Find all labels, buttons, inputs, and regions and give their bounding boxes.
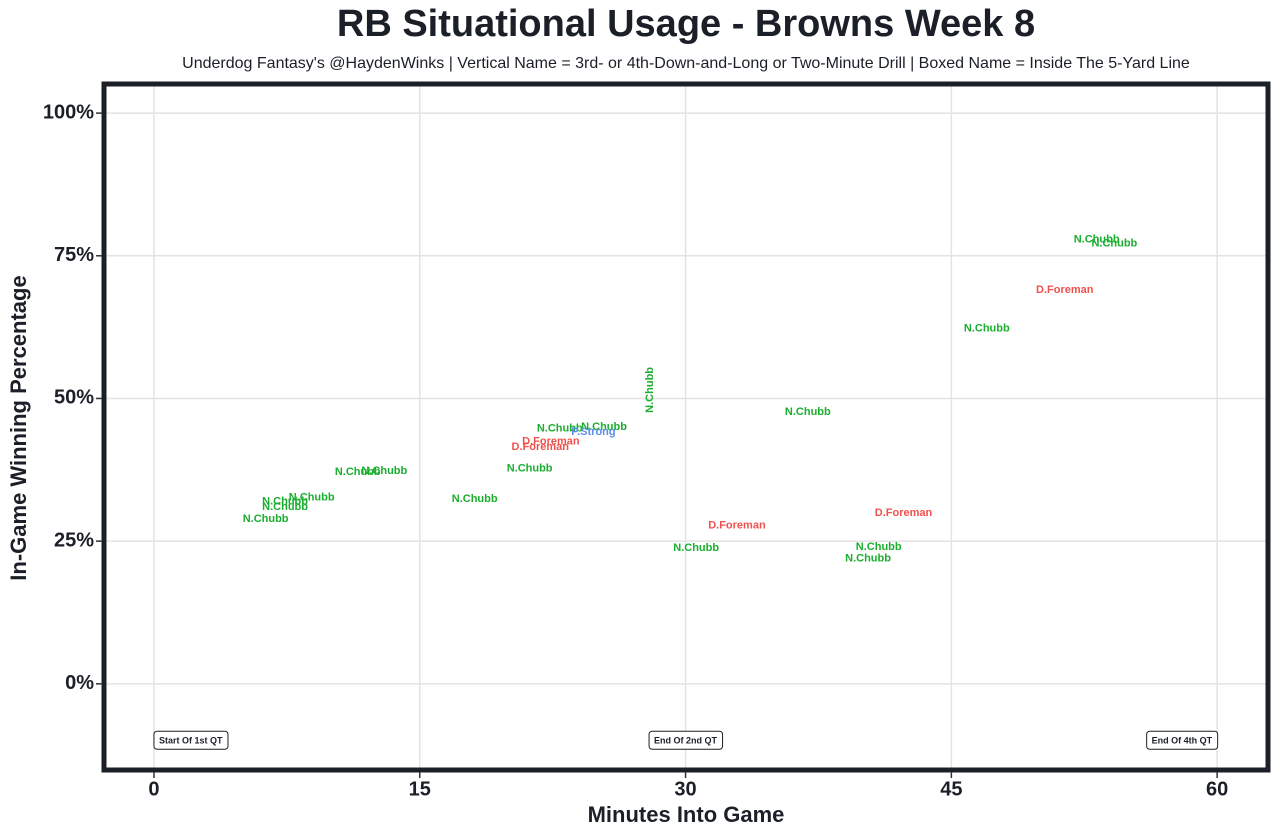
annotation-text: End Of 2nd QT bbox=[654, 735, 717, 745]
point-label: N.Chubb bbox=[507, 463, 553, 475]
y-axis-label: In-Game Winning Percentage bbox=[6, 275, 31, 580]
point-label: N.Chubb bbox=[785, 406, 831, 418]
point-label: P.Strong bbox=[571, 426, 615, 438]
x-tick-label: 30 bbox=[674, 778, 696, 800]
point-label: N.Chubb bbox=[243, 513, 289, 525]
point-label: N.Chubb bbox=[262, 496, 308, 508]
point-label: N.Chubb bbox=[1074, 234, 1120, 246]
x-tick-label: 45 bbox=[940, 778, 962, 800]
annotation: End Of 4th QT bbox=[1146, 730, 1219, 750]
point-label: N.Chubb bbox=[1091, 238, 1137, 250]
point-label: D.Foreman bbox=[1036, 284, 1094, 296]
point-label: N.Chubb bbox=[452, 493, 498, 505]
chart-title: RB Situational Usage - Browns Week 8 bbox=[337, 3, 1035, 45]
point-label: N.Chubb bbox=[644, 367, 656, 413]
annotation-text: End Of 4th QT bbox=[1152, 735, 1213, 745]
annotation-box bbox=[153, 730, 229, 750]
annotation-box bbox=[648, 730, 724, 750]
chart-subtitle: Underdog Fantasy's @HaydenWinks | Vertic… bbox=[182, 55, 1190, 72]
point-label: N.Chubb bbox=[581, 421, 627, 433]
x-axis-label: Minutes Into Game bbox=[588, 802, 785, 827]
annotation: Start Of 1st QT bbox=[153, 730, 229, 750]
y-tick-label: 100% bbox=[43, 101, 94, 123]
annotation: End Of 2nd QT bbox=[648, 730, 724, 750]
x-tick-label: 60 bbox=[1206, 778, 1228, 800]
point-label: N.Chubb bbox=[673, 542, 719, 554]
point-label: N.Chubb bbox=[964, 323, 1010, 335]
plot-frame bbox=[101, 81, 1271, 773]
point-label: N.Chubb bbox=[845, 553, 891, 565]
y-tick-label: 0% bbox=[65, 672, 94, 694]
point-label: N.Chubb bbox=[335, 466, 381, 478]
point-label: D.Foreman bbox=[512, 441, 570, 453]
point-label: D.Foreman bbox=[708, 520, 766, 532]
y-tick-label: 50% bbox=[54, 387, 94, 409]
x-tick-label: 0 bbox=[148, 778, 159, 800]
y-tick-label: 75% bbox=[54, 244, 94, 266]
point-label: N.Chubb bbox=[537, 423, 583, 435]
annotation-text: Start Of 1st QT bbox=[159, 735, 223, 745]
y-tick-label: 25% bbox=[54, 529, 94, 551]
annotation-box bbox=[1146, 730, 1219, 750]
point-label: N.Chubb bbox=[856, 541, 902, 553]
point-label: N.Chubb bbox=[262, 501, 308, 513]
point-label: D.Foreman bbox=[522, 436, 580, 448]
point-label: N.Chubb bbox=[289, 492, 335, 504]
point-label: D.Foreman bbox=[875, 507, 933, 519]
x-tick-label: 15 bbox=[409, 778, 431, 800]
point-label: N.Chubb bbox=[361, 465, 407, 477]
